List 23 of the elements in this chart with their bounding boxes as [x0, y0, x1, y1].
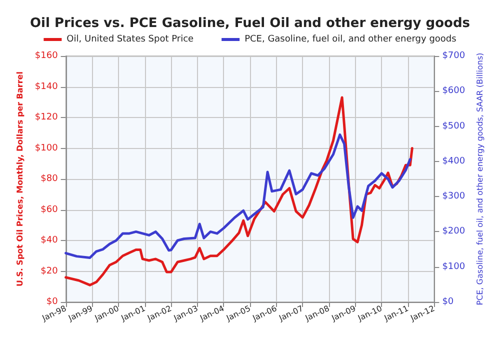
y2-tick-label: $300	[442, 192, 466, 202]
y-tick-label: $140	[34, 82, 58, 92]
y-tick-label: $160	[34, 51, 58, 61]
legend-label: Oil, United States Spot Price	[66, 34, 194, 44]
y-tick-label: $40	[40, 236, 58, 246]
y-tick-label: $120	[34, 112, 58, 122]
y-tick-label: $0	[46, 297, 58, 307]
y2-tick-label: $400	[442, 156, 466, 166]
y2-tick-label: $500	[442, 121, 466, 132]
y2-tick-label: $700	[442, 51, 466, 61]
y2-tick-label: $200	[442, 226, 466, 237]
y2-tick-label: $600	[442, 86, 466, 96]
y2-tick-label: $100	[442, 262, 466, 272]
y-tick-label: $100	[34, 143, 58, 154]
legend-label: PCE, Gasoline, fuel oil, and other energy goods	[244, 34, 457, 44]
y2-tick-label: $0	[442, 297, 454, 307]
y-tick-label: $60	[40, 204, 58, 215]
y2-axis-title: PCE, Gasoline, fuel oil, and other energy goods, SAAR (Billions)	[476, 52, 484, 306]
line-series	[64, 133, 412, 259]
chart-title: Oil Prices vs. PCE Gasoline, Fuel Oil and other energy goods	[30, 16, 470, 31]
y-tick-label: $80	[40, 174, 58, 184]
y-axis-title: U.S. Spot Oil Prices, Monthly, Dollars per Barrel	[16, 71, 24, 286]
y-tick-label: $20	[40, 266, 58, 276]
